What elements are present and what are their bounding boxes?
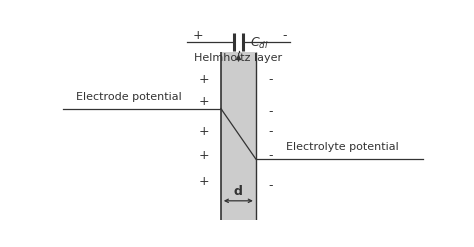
Text: -: -: [268, 73, 273, 86]
Text: Electrolyte potential: Electrolyte potential: [286, 142, 399, 152]
Text: -: -: [268, 179, 273, 192]
Bar: [221, 52, 256, 224]
Text: +: +: [199, 125, 210, 138]
Text: -: -: [268, 149, 273, 162]
Text: -: -: [268, 105, 273, 118]
Text: +: +: [199, 149, 210, 162]
Text: $C_{dl}$: $C_{dl}$: [250, 35, 269, 50]
Text: +: +: [199, 95, 210, 108]
Text: Helmholtz layer: Helmholtz layer: [194, 53, 283, 63]
Text: +: +: [193, 29, 203, 42]
Text: +: +: [199, 175, 210, 188]
Text: -: -: [282, 29, 287, 42]
Text: Electrode potential: Electrode potential: [76, 92, 182, 102]
Text: d: d: [234, 185, 243, 198]
Text: -: -: [268, 125, 273, 138]
Text: +: +: [199, 73, 210, 86]
